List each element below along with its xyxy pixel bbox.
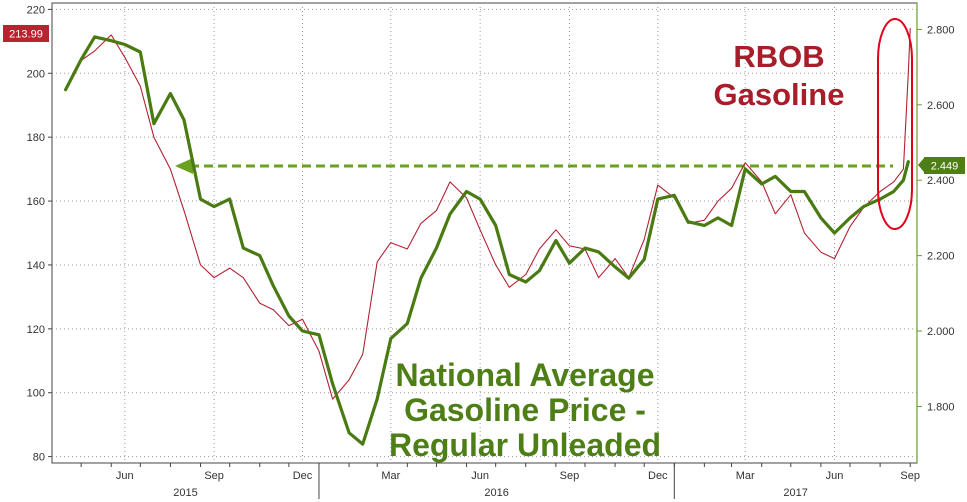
left-tick-label: 200 [27, 68, 45, 80]
x-tick-label: Mar [381, 470, 400, 482]
plot-area [51, 2, 918, 464]
left-tick-label: 140 [27, 260, 45, 272]
rbob-label-line1: RBOB [733, 39, 824, 74]
x-tick-label: Dec [293, 470, 313, 482]
national-label-line2: Gasoline Price - [404, 392, 646, 428]
series-lines [63, 28, 911, 446]
right-tick-label: 2.200 [927, 251, 955, 263]
right-tick-label: 2.600 [927, 100, 955, 112]
right-last-value-pointer [918, 158, 924, 172]
right-tick-label: 2.000 [927, 326, 955, 338]
dashed-arrow-head [175, 158, 193, 174]
left-tick-label: 160 [27, 196, 45, 208]
x-tick-label: Dec [648, 470, 668, 482]
highlight-ellipse [877, 18, 913, 230]
left-axis-ticks: 220 200 180 160 140 120 100 80 [27, 4, 52, 464]
left-tick-label: 180 [27, 132, 45, 144]
right-tick-label: 2.800 [927, 24, 955, 36]
left-last-value-badge [3, 25, 49, 42]
right-last-value-badge [924, 157, 965, 174]
x-tick-label: Jun [826, 470, 844, 482]
left-tick-label: 100 [27, 388, 45, 400]
gridlines [52, 3, 917, 463]
right-tick-label: 1.800 [927, 401, 955, 413]
right-last-value-label: 2.449 [931, 161, 959, 173]
x-tick-label: Sep [900, 470, 920, 482]
x-axis-ticks: Jun Sep Dec Mar Jun Sep Dec Mar Jun Sep 2015 2016 20… [80, 463, 920, 499]
left-tick-label: 220 [27, 4, 45, 16]
rbob-series-line [65, 28, 911, 400]
national-average-series-line [63, 35, 910, 446]
rbob-label-line2: Gasoline [714, 77, 845, 112]
x-year-label: 2016 [484, 487, 508, 499]
x-year-label: 2017 [783, 487, 807, 499]
left-tick-label: 80 [33, 452, 45, 464]
left-tick-label: 120 [27, 324, 45, 336]
x-tick-label: Mar [736, 470, 755, 482]
x-year-label: 2015 [173, 487, 197, 499]
left-last-value-label: 213.99 [9, 29, 43, 41]
right-tick-label: 2.400 [927, 175, 955, 187]
x-tick-label: Sep [560, 470, 580, 482]
right-axis-ticks: 2.800 2.600 2.400 2.200 2.000 1.800 [917, 24, 955, 413]
x-tick-label: Jun [116, 470, 134, 482]
x-tick-label: Jun [471, 470, 489, 482]
national-label-line1: National Average [395, 357, 654, 393]
national-label-line3: Regular Unleaded [389, 427, 661, 463]
x-tick-label: Sep [204, 470, 224, 482]
